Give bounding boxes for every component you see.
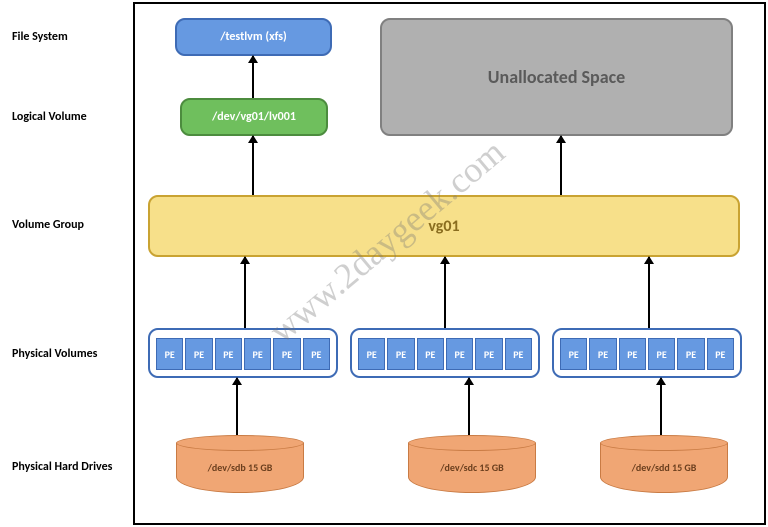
physical-extent: PE xyxy=(156,338,183,370)
physical-extent: PE xyxy=(677,338,704,370)
volume-group-box: vg01 xyxy=(148,195,740,257)
arrow xyxy=(468,378,470,435)
physical-extent: PE xyxy=(273,338,300,370)
physical-volume-2: PEPEPEPEPEPE xyxy=(350,328,540,378)
arrow xyxy=(252,56,254,98)
unallocated-box: Unallocated Space xyxy=(380,18,733,136)
logical-volume-box: /dev/vg01/lv001 xyxy=(180,98,328,136)
disk-1-label: /dev/sdb 15 GB xyxy=(208,461,273,474)
physical-extent: PE xyxy=(185,338,212,370)
disk-3: /dev/sdd 15 GB xyxy=(600,435,728,493)
arrow xyxy=(660,378,662,435)
physical-extent: PE xyxy=(707,338,734,370)
physical-extent: PE xyxy=(446,338,473,370)
label-physical-drives: Physical Hard Drives xyxy=(12,460,112,474)
physical-extent: PE xyxy=(417,338,444,370)
logical-volume-text: /dev/vg01/lv001 xyxy=(212,110,296,124)
unallocated-text: Unallocated Space xyxy=(488,66,625,88)
label-filesystem: File System xyxy=(12,30,68,44)
physical-extent: PE xyxy=(648,338,675,370)
physical-extent: PE xyxy=(560,338,587,370)
physical-extent: PE xyxy=(475,338,502,370)
arrow xyxy=(252,136,254,195)
label-volume-group: Volume Group xyxy=(12,218,84,232)
physical-extent: PE xyxy=(589,338,616,370)
physical-extent: PE xyxy=(215,338,242,370)
arrow xyxy=(648,257,650,328)
physical-extent: PE xyxy=(387,338,414,370)
label-logical-volume: Logical Volume xyxy=(12,110,87,124)
disk-3-label: /dev/sdd 15 GB xyxy=(632,461,697,474)
arrow xyxy=(560,136,562,195)
disk-2-label: /dev/sdc 15 GB xyxy=(440,461,504,474)
physical-volume-3: PEPEPEPEPEPE xyxy=(552,328,742,378)
physical-extent: PE xyxy=(358,338,385,370)
arrow xyxy=(244,257,246,328)
disk-2: /dev/sdc 15 GB xyxy=(408,435,536,493)
filesystem-box: /testlvm (xfs) xyxy=(175,18,332,56)
arrow xyxy=(236,378,238,435)
label-physical-volumes: Physical Volumes xyxy=(12,347,97,361)
physical-volume-1: PEPEPEPEPEPE xyxy=(148,328,338,378)
filesystem-text: /testlvm (xfs) xyxy=(220,30,287,44)
physical-extent: PE xyxy=(619,338,646,370)
physical-extent: PE xyxy=(244,338,271,370)
disk-1: /dev/sdb 15 GB xyxy=(176,435,304,493)
arrow xyxy=(444,257,446,328)
physical-extent: PE xyxy=(303,338,330,370)
volume-group-text: vg01 xyxy=(428,217,459,236)
physical-extent: PE xyxy=(505,338,532,370)
